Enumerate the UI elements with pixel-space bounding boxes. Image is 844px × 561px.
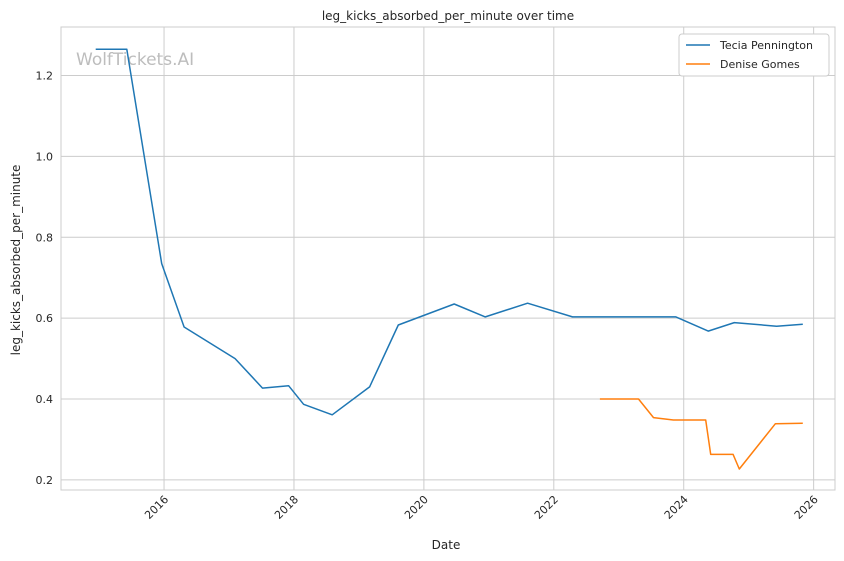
- y-tick-label: 0.6: [36, 312, 54, 325]
- series-lines: [95, 48, 803, 470]
- watermark-text: WolfTickets.AI: [76, 50, 194, 70]
- chart-title: leg_kicks_absorbed_per_minute over time: [322, 9, 574, 23]
- legend-label-tecia-pennington: Tecia Pennington: [719, 39, 813, 52]
- y-tick-label: 0.4: [36, 393, 54, 406]
- y-tick-label: 1.0: [36, 150, 54, 163]
- series-line-tecia-pennington: [95, 48, 803, 416]
- x-axis-title: Date: [432, 538, 461, 552]
- legend: Tecia Pennington Denise Gomes: [678, 33, 830, 77]
- y-tick-label: 1.2: [36, 70, 54, 83]
- y-tick-label: 0.8: [36, 231, 54, 244]
- series-line-denise-gomes: [599, 398, 803, 470]
- legend-box: [678, 33, 830, 77]
- y-axis-title: leg_kicks_absorbed_per_minute: [9, 165, 23, 356]
- plot-frame: [60, 26, 836, 491]
- legend-label-denise-gomes: Denise Gomes: [720, 58, 800, 71]
- grid: [61, 27, 835, 490]
- y-tick-labels: 0.2 0.4 0.6 0.8 1.0 1.2: [36, 70, 54, 487]
- y-tick-label: 0.2: [36, 474, 54, 487]
